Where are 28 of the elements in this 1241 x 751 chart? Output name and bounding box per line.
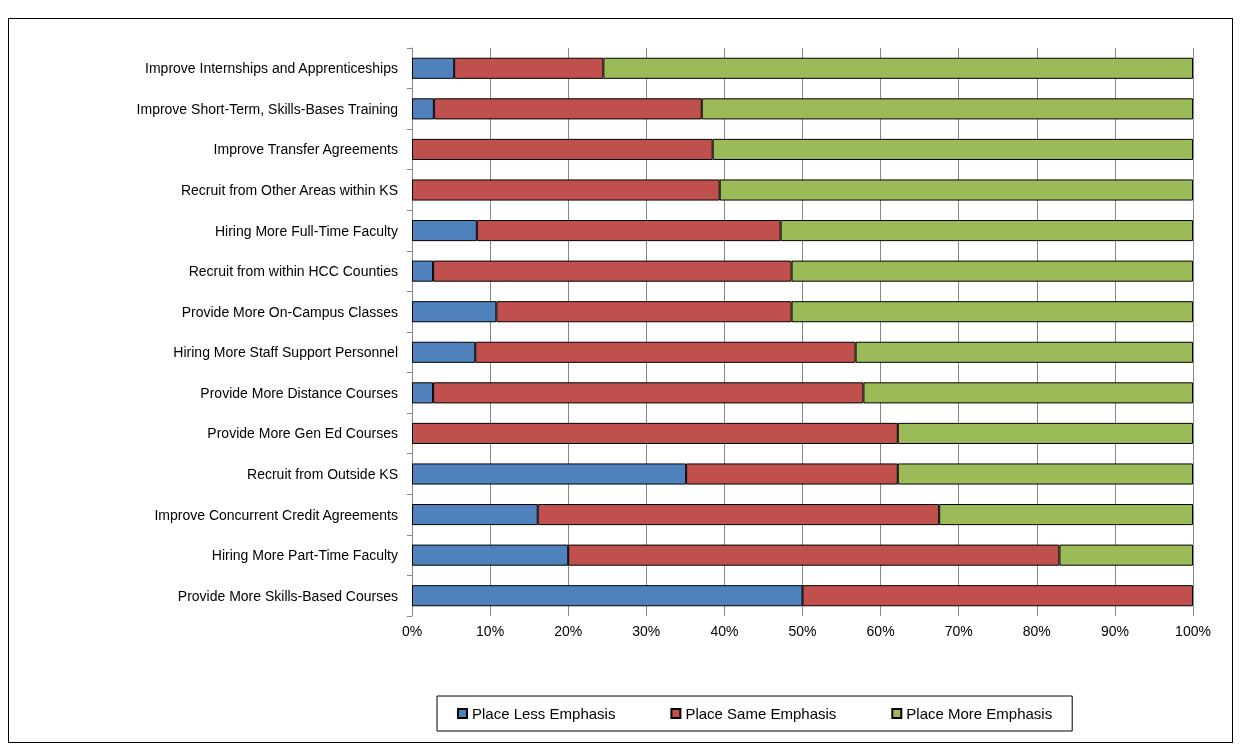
y-tick-label: Recruit from Other Areas within KS: [180, 182, 398, 198]
x-tick-label: 30%: [632, 623, 661, 639]
x-tick-label: 90%: [1100, 623, 1129, 639]
legend-label: Place Less Emphasis: [472, 705, 616, 722]
legend-label: Place More Emphasis: [906, 705, 1053, 722]
y-tick-label: Hiring More Staff Support Personnel: [173, 344, 398, 361]
y-tick-label: Provide More On-Campus Classes: [181, 303, 398, 320]
x-tick-label: 60%: [866, 623, 895, 639]
y-tick-label: Improve Internships and Apprenticeships: [145, 60, 398, 77]
y-tick-label: Improve Transfer Agreements: [213, 141, 398, 158]
y-tick-label: Provide More Skills-Based Courses: [177, 587, 398, 604]
x-tick-label: 80%: [1022, 623, 1051, 639]
x-tick-label: 10%: [476, 623, 505, 639]
x-tick-label: 40%: [710, 623, 739, 639]
x-tick-label: 100%: [1175, 623, 1211, 639]
y-tick-label: Provide More Gen Ed Courses: [207, 425, 398, 442]
y-tick-label: Recruit from within HCC Counties: [188, 263, 398, 280]
x-tick-label: 0%: [401, 623, 423, 639]
y-tick-label: Improve Short-Term, Skills-Bases Training: [136, 100, 398, 117]
y-tick-label: Recruit from Outside KS: [247, 466, 398, 482]
x-tick-label: 20%: [554, 623, 583, 639]
x-tick-label: 50%: [788, 623, 817, 639]
x-tick-label: 70%: [944, 623, 973, 639]
y-tick-label: Hiring More Full-Time Faculty: [214, 222, 398, 239]
y-tick-label: Improve Concurrent Credit Agreements: [154, 506, 398, 523]
y-tick-label: Provide More Distance Courses: [200, 384, 398, 401]
y-tick-label: Hiring More Part-Time Faculty: [211, 547, 398, 564]
legend-label: Place Same Emphasis: [685, 705, 837, 722]
